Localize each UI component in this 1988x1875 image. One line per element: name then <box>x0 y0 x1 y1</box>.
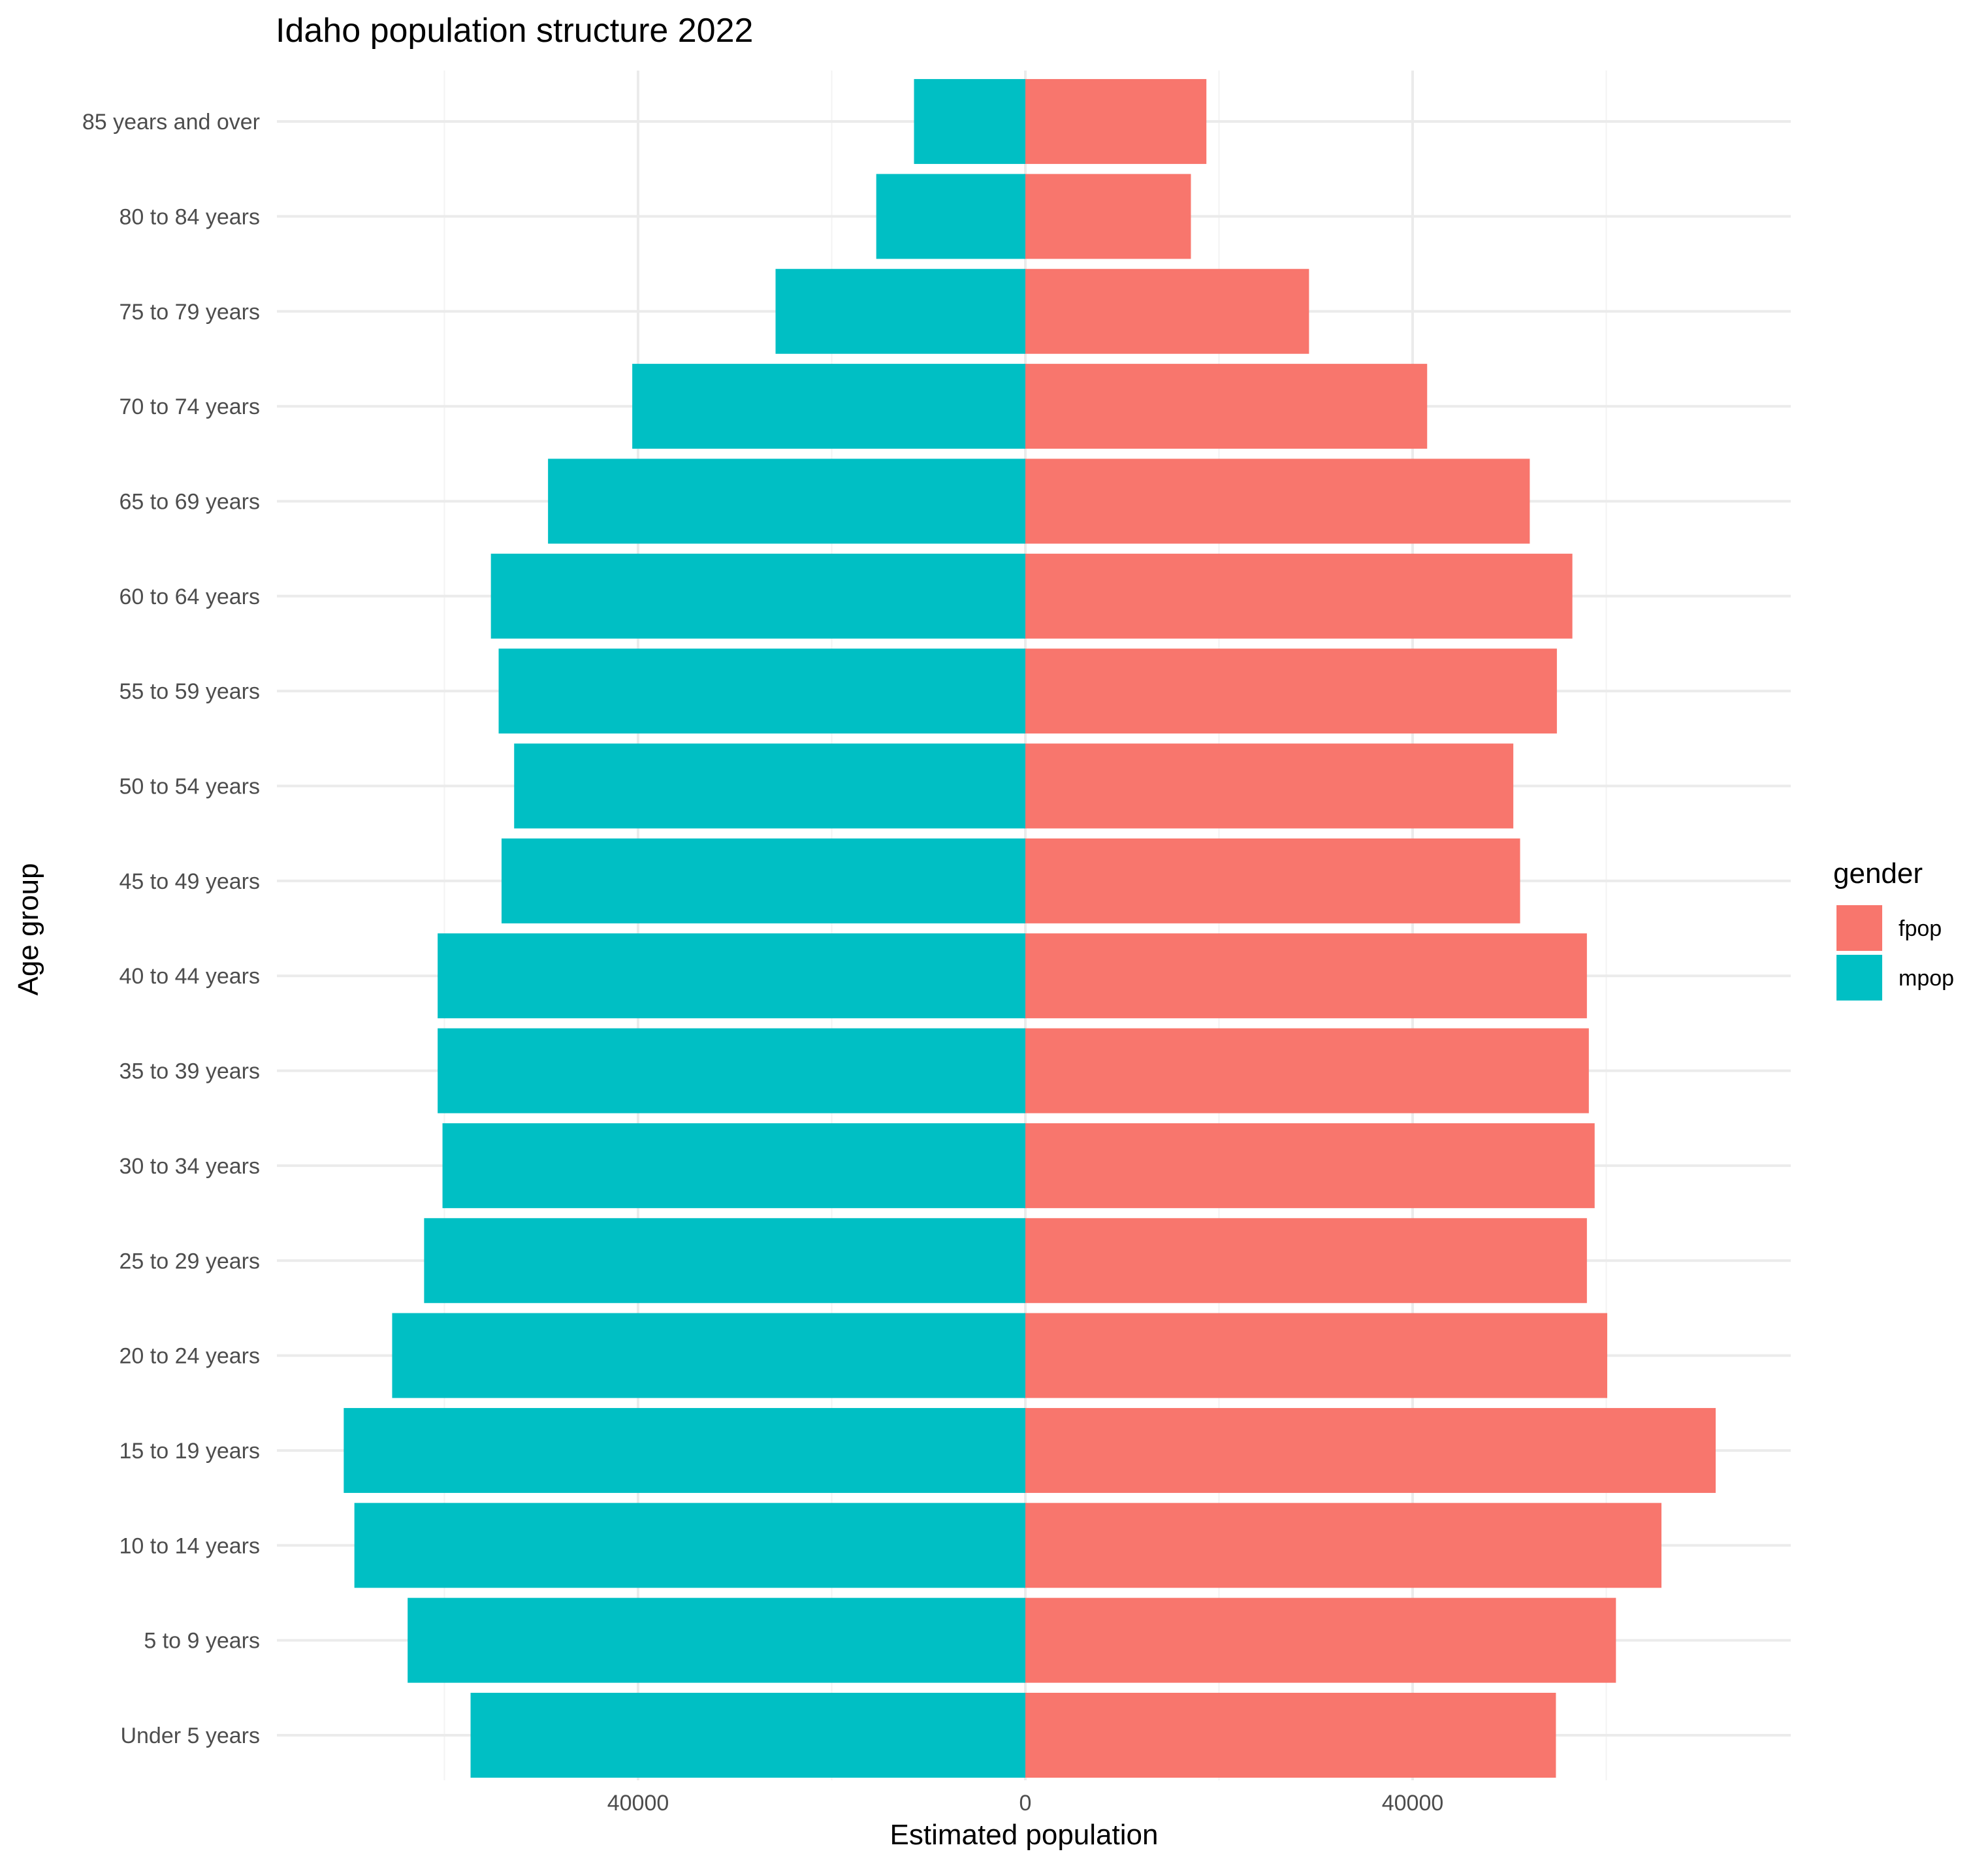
bar-mpop <box>470 1693 1025 1778</box>
bar-mpop <box>914 79 1025 165</box>
bar-mpop <box>354 1503 1026 1588</box>
bar-fpop <box>1025 1597 1616 1683</box>
bar-mpop <box>442 1123 1025 1208</box>
bar-mpop <box>548 458 1025 544</box>
bar-mpop <box>438 933 1025 1019</box>
bar-fpop <box>1025 458 1530 544</box>
legend: gender fpop mpop <box>1833 857 1954 1001</box>
bar-mpop <box>632 364 1025 449</box>
bar-fpop <box>1025 174 1191 259</box>
bar-fpop <box>1025 268 1309 354</box>
y-tick-label: 70 to 74 years <box>120 394 260 419</box>
y-tick-label: 45 to 49 years <box>120 869 260 894</box>
bar-fpop <box>1025 364 1428 449</box>
legend-label-fpop: fpop <box>1899 916 1942 941</box>
bar-mpop <box>490 553 1025 639</box>
y-tick-label: 10 to 14 years <box>120 1533 260 1558</box>
bar-fpop <box>1025 1313 1607 1398</box>
bars <box>344 79 1716 1778</box>
bar-mpop <box>392 1313 1025 1398</box>
x-tick-label: 40000 <box>1382 1791 1444 1816</box>
y-axis-title: Age group <box>12 863 44 995</box>
y-tick-label: Under 5 years <box>120 1723 260 1748</box>
bar-fpop <box>1025 1028 1589 1114</box>
y-tick-label: 55 to 59 years <box>120 679 260 704</box>
y-tick-label: 40 to 44 years <box>120 964 260 989</box>
x-tick-label: 0 <box>1019 1791 1032 1816</box>
y-tick-label: 20 to 24 years <box>120 1344 260 1369</box>
bar-mpop <box>501 838 1025 923</box>
bar-mpop <box>498 649 1025 734</box>
legend-key-fpop <box>1836 905 1882 951</box>
bar-fpop <box>1025 838 1520 923</box>
y-tick-label: 50 to 54 years <box>120 775 260 799</box>
y-tick-label: 25 to 29 years <box>120 1249 260 1274</box>
bar-mpop <box>876 174 1025 259</box>
bar-fpop <box>1025 743 1514 829</box>
bar-fpop <box>1025 933 1587 1019</box>
bar-mpop <box>424 1218 1025 1304</box>
bar-fpop <box>1025 553 1573 639</box>
bar-fpop <box>1025 1218 1587 1304</box>
y-tick-label: 35 to 39 years <box>120 1059 260 1084</box>
y-tick-label: 85 years and over <box>82 110 260 135</box>
bar-fpop <box>1025 649 1557 734</box>
bar-mpop <box>408 1597 1025 1683</box>
y-tick-label: 15 to 19 years <box>120 1439 260 1464</box>
y-tick-label: 60 to 64 years <box>120 585 260 609</box>
legend-key-mpop <box>1836 955 1882 1001</box>
x-tick-labels: 40000 0 40000 <box>607 1791 1444 1816</box>
bar-fpop <box>1025 1123 1595 1208</box>
y-tick-label: 30 to 34 years <box>120 1154 260 1179</box>
y-tick-label: 5 to 9 years <box>144 1629 260 1654</box>
y-tick-labels: Under 5 years 5 to 9 years 10 to 14 years 1… <box>82 110 260 1748</box>
y-tick-label: 75 to 79 years <box>120 300 260 325</box>
bar-mpop <box>344 1407 1025 1493</box>
x-tick-label: 40000 <box>607 1791 669 1816</box>
bar-mpop <box>775 268 1025 354</box>
legend-title: gender <box>1833 857 1923 889</box>
legend-label-mpop: mpop <box>1899 966 1954 991</box>
x-axis-title: Estimated population <box>890 1819 1159 1851</box>
bar-fpop <box>1025 1407 1716 1493</box>
bar-fpop <box>1025 1693 1556 1778</box>
y-tick-label: 80 to 84 years <box>120 204 260 229</box>
bar-mpop <box>514 743 1025 829</box>
chart-title: Idaho population structure 2022 <box>276 12 753 50</box>
bar-fpop <box>1025 79 1207 165</box>
bar-fpop <box>1025 1503 1662 1588</box>
bar-mpop <box>438 1028 1025 1114</box>
y-tick-label: 65 to 69 years <box>120 489 260 514</box>
